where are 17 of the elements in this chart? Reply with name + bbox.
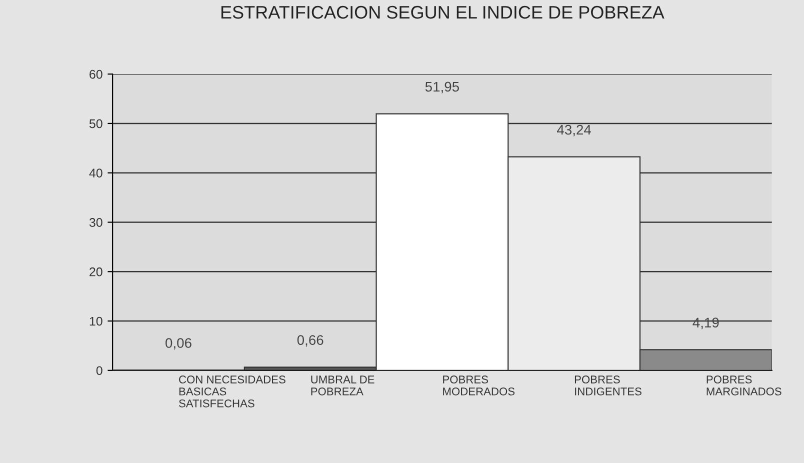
data-label: 43,24 bbox=[557, 124, 592, 136]
data-label: 0,06 bbox=[166, 338, 192, 350]
y-tick-label: 0 bbox=[96, 366, 102, 376]
data-label: 0,66 bbox=[297, 335, 324, 347]
data-label: 51,95 bbox=[425, 82, 459, 94]
y-tick-label: 10 bbox=[90, 316, 102, 326]
y-tick-label: 50 bbox=[89, 119, 102, 128]
y-tick-label: 40 bbox=[89, 168, 102, 178]
x-tick-label: POBRES MARGINADOS bbox=[706, 376, 782, 396]
x-tick-label: POBRES MODERADOS bbox=[443, 376, 515, 396]
y-tick-label: 60 bbox=[90, 70, 102, 79]
x-tick-label: POBRES INDIGENTES bbox=[574, 376, 642, 396]
y-tick-label: 30 bbox=[89, 218, 102, 227]
y-tick-label: 20 bbox=[90, 267, 102, 276]
x-tick-label: CON NECESIDADES BASICAS SATISFECHAS bbox=[178, 376, 286, 408]
chart-title: ESTRATIFICACION SEGUN EL INDICE DE POBREZA bbox=[221, 6, 664, 19]
x-tick-label: UMBRAL DE POBREZA bbox=[311, 376, 374, 396]
